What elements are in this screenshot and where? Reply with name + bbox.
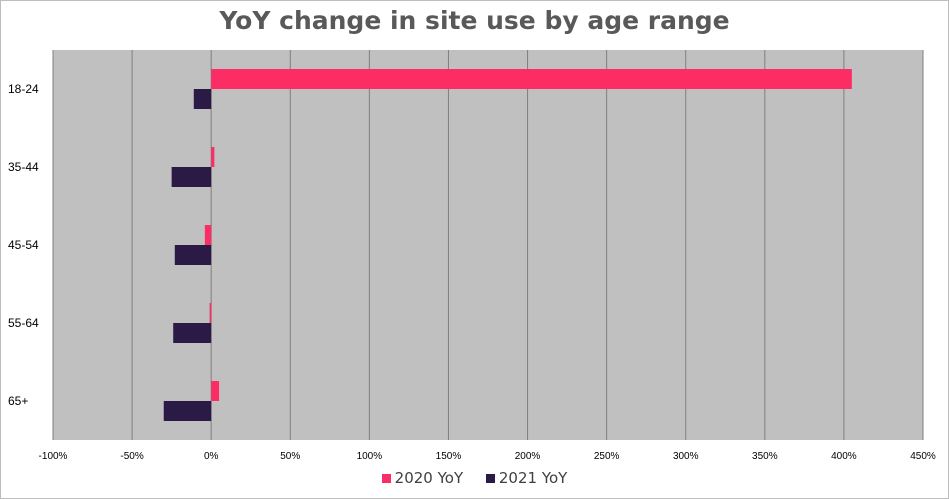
x-tick-label: -100% — [39, 451, 68, 462]
bar-2021-yoy — [174, 245, 212, 265]
legend-item-2020: 2020 YoY — [381, 469, 464, 487]
y-category-label: 35-44 — [8, 160, 39, 174]
bar-2021-yoy — [193, 89, 212, 109]
x-tick-label: 100% — [357, 451, 383, 462]
x-tick-label: 350% — [752, 451, 778, 462]
legend-label-2021: 2021 YoY — [498, 469, 568, 487]
x-tick-label: 200% — [515, 451, 541, 462]
bar-2021-yoy — [163, 401, 212, 421]
bar-2020-yoy — [209, 303, 212, 323]
x-tick-label: 450% — [910, 451, 936, 462]
x-tick-label: 400% — [831, 451, 857, 462]
bar-2021-yoy — [171, 167, 212, 187]
legend-label-2020: 2020 YoY — [394, 469, 464, 487]
x-tick-label: -50% — [120, 451, 143, 462]
y-category-label: 18-24 — [8, 82, 39, 96]
x-tick-label: 50% — [280, 451, 300, 462]
bar-2020-yoy — [211, 69, 852, 89]
y-category-label: 45-54 — [8, 238, 39, 252]
bar-2020-yoy — [211, 147, 215, 167]
legend-swatch-2020 — [381, 474, 391, 483]
legend-item-2021: 2021 YoY — [485, 469, 568, 487]
x-tick-label: 250% — [594, 451, 620, 462]
chart-title: YoY change in site use by age range — [219, 6, 730, 35]
chart-legend: 2020 YoY 2021 YoY — [0, 469, 949, 487]
legend-swatch-2021 — [485, 474, 495, 483]
bar-2021-yoy — [173, 323, 212, 343]
bar-2020-yoy — [204, 225, 212, 245]
x-tick-label: 300% — [673, 451, 699, 462]
y-category-label: 55-64 — [8, 316, 39, 330]
x-tick-label: 150% — [436, 451, 462, 462]
y-category-label: 65+ — [8, 394, 28, 408]
x-tick-label: 0% — [204, 451, 219, 462]
bar-2020-yoy — [211, 381, 220, 401]
